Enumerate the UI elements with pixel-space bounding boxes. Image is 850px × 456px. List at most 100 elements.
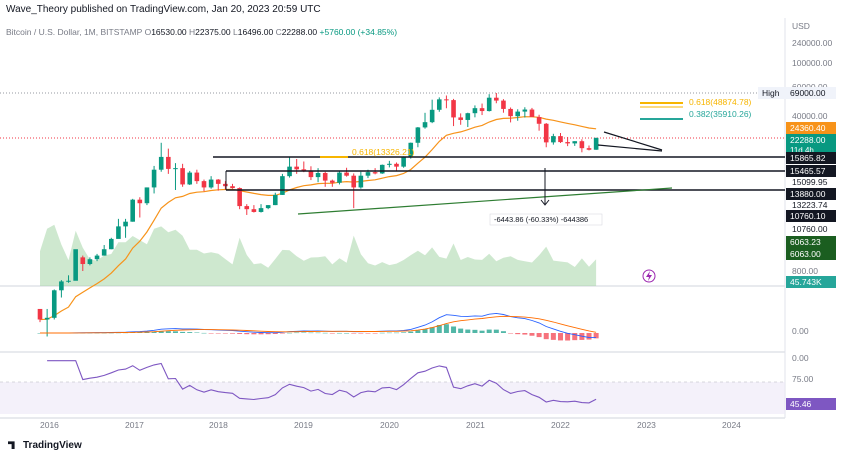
candle-body — [394, 163, 399, 167]
candle-body — [465, 113, 471, 120]
price-tick-8: 800.00 — [792, 266, 818, 276]
candle-body — [280, 176, 285, 195]
level-1-text: 15865.82 — [790, 153, 826, 163]
macd-histogram-bar — [550, 333, 556, 340]
candle-body — [551, 136, 556, 143]
macd-histogram-bar — [508, 333, 514, 334]
macd-histogram-bar — [386, 332, 392, 334]
candle-body — [251, 209, 257, 212]
macd-histogram-bar — [208, 333, 214, 334]
level-3-box — [786, 188, 836, 200]
candle-body — [258, 208, 264, 212]
candle-body — [372, 172, 378, 174]
close-label: C — [275, 27, 282, 37]
macd-histogram-bar — [137, 332, 143, 333]
candle-body — [123, 221, 128, 227]
candle-body — [144, 187, 150, 204]
candle-body — [522, 109, 528, 112]
macd-histogram-bar — [536, 333, 542, 338]
publisher-header: Wave_Theory published on TradingView.com… — [6, 4, 321, 15]
rsi-band — [0, 382, 785, 414]
candle-body — [344, 172, 349, 176]
candle-body — [479, 108, 485, 112]
price-tick-1: 240000.00 — [792, 38, 832, 48]
level-1-box — [786, 152, 836, 164]
candle-body — [109, 238, 114, 250]
high-value-text: 69000.00 — [790, 88, 826, 98]
candle-body — [486, 97, 492, 112]
rsi-line — [47, 360, 597, 404]
macd-histogram-bar — [443, 324, 449, 333]
macd-histogram-bar — [401, 332, 407, 333]
time-label-2016: 2016 — [40, 420, 59, 430]
macd-histogram-bar — [351, 333, 357, 334]
macd-histogram-bar — [244, 333, 250, 335]
candle-body — [572, 141, 578, 144]
candle-body — [322, 173, 328, 181]
wedge-upper[interactable] — [603, 131, 663, 151]
macd-series — [37, 312, 599, 341]
macd-histogram-bar — [422, 329, 428, 333]
macd-histogram-bar — [493, 329, 499, 333]
rsi-value-text: 45.46 — [790, 399, 812, 409]
wedge-lower[interactable] — [597, 144, 663, 152]
tradingview-logo[interactable]: TradingView — [8, 440, 82, 451]
candle-body — [244, 206, 250, 210]
macd-bottom-label: 0.00 — [792, 353, 809, 363]
time-label-2020: 2020 — [380, 420, 399, 430]
macd-histogram-bar — [144, 332, 150, 333]
last-price-box — [786, 134, 836, 156]
fib-low-618-label: 0.618(13326.21) — [352, 147, 415, 157]
price-tick-2: 100000.00 — [792, 58, 832, 68]
candle-body — [194, 172, 200, 182]
signal-line — [40, 315, 597, 334]
ema-value-box — [786, 122, 836, 134]
close-value: 22288.00 — [281, 27, 318, 37]
candle-body — [101, 249, 107, 256]
candle-body — [187, 172, 193, 185]
currency-label: USD — [792, 21, 810, 31]
candle-body — [494, 97, 499, 101]
candle-body — [87, 259, 93, 265]
candle-body — [436, 99, 442, 110]
macd-histogram-bar — [301, 332, 307, 333]
candle-body — [315, 173, 321, 178]
candle-series — [37, 93, 599, 337]
ema-series — [39, 116, 597, 321]
macd-histogram-bar — [415, 330, 421, 333]
macd-histogram-bar — [201, 332, 207, 334]
macd-histogram-bar — [557, 333, 563, 341]
macd-histogram-bar — [287, 332, 293, 334]
candle-body — [337, 172, 342, 183]
candle-body — [501, 100, 506, 109]
time-label-2018: 2018 — [209, 420, 228, 430]
macd-histogram-bar — [458, 328, 464, 333]
footer-brand: TradingView — [23, 440, 82, 451]
volume-2-text: 6063.00 — [790, 249, 821, 259]
level-2-box — [786, 165, 836, 177]
candle-body — [265, 205, 271, 209]
fib-high-382-label: 0.382(35910.26) — [689, 109, 752, 119]
macd-histogram-bar — [230, 333, 236, 334]
macd-histogram-bar — [486, 329, 492, 333]
macd-histogram-bar — [279, 333, 285, 334]
macd-histogram-bar — [522, 333, 528, 335]
ema-value-text: 24360.40 — [790, 123, 826, 133]
candle-body — [458, 117, 463, 120]
open-label: O — [144, 27, 152, 37]
rsi-series — [47, 360, 597, 404]
macd-histogram-bar — [529, 333, 535, 336]
volume-last-text: 45.743K — [790, 277, 822, 287]
candle-body — [130, 199, 135, 222]
candle-body — [387, 163, 392, 165]
time-label-2023: 2023 — [637, 420, 656, 430]
macd-histogram-bar — [322, 332, 328, 334]
macd-histogram-bar — [358, 333, 364, 334]
macd-histogram-bar — [365, 333, 371, 334]
candle-body — [586, 148, 592, 150]
candle-body — [308, 171, 314, 178]
macd-histogram-bar — [158, 331, 164, 333]
symbol-name[interactable]: Bitcoin / U.S. Dollar, 1M, BITSTAMP — [6, 27, 143, 37]
rising-trendline[interactable] — [297, 187, 673, 215]
